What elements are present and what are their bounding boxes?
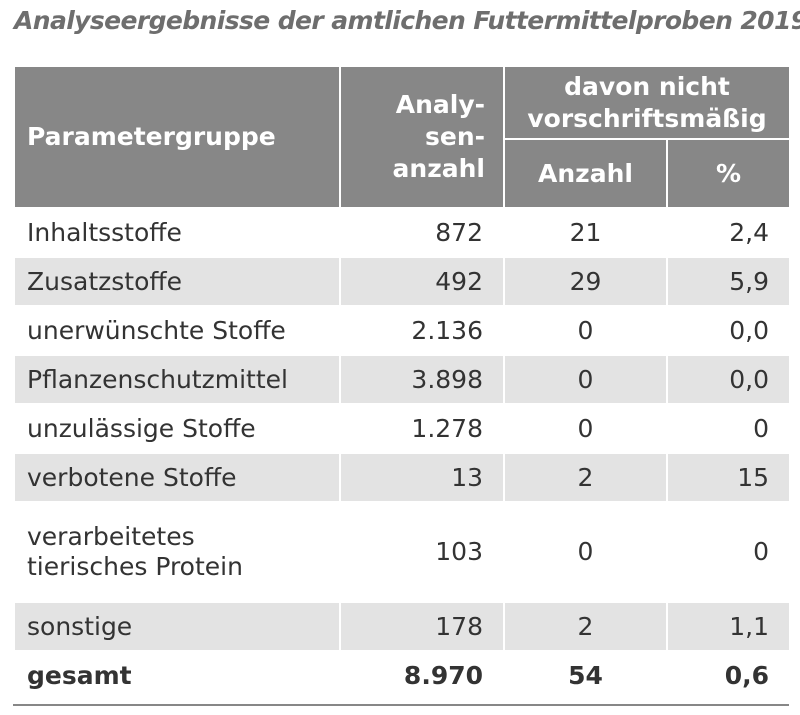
row-percent: 5,9 xyxy=(666,256,791,307)
table-row: Zusatzstoffe 492 29 5,9 xyxy=(13,256,791,307)
page-title: Analyseergebnisse der amtlichen Futtermi… xyxy=(14,6,800,35)
row-anzahl: 29 xyxy=(503,256,668,307)
total-anzahl: 54 xyxy=(503,650,668,701)
row-anzahl: 2 xyxy=(503,601,668,652)
total-name: gesamt xyxy=(13,650,341,701)
table-row: verbotene Stoffe 13 2 15 xyxy=(13,452,791,503)
header-analysen-line2: sen- xyxy=(424,122,485,151)
header-analysenanzahl: Analy- sen- anzahl xyxy=(339,65,505,209)
table-row: unerwünschte Stoffe 2.136 0 0,0 xyxy=(13,305,791,356)
header-percent: % xyxy=(666,138,791,209)
header-davon-line2: vorschriftsmäßig xyxy=(527,103,767,133)
row-percent: 1,1 xyxy=(666,601,791,652)
row-anzahl: 0 xyxy=(503,501,668,603)
row-percent: 0,0 xyxy=(666,305,791,356)
table-row: sonstige 178 2 1,1 xyxy=(13,601,791,652)
table-bottom-rule xyxy=(13,704,789,706)
row-analysen: 492 xyxy=(339,256,505,307)
row-name: verarbeitetes tierisches Protein xyxy=(13,501,341,603)
header-davon-line1: davon nicht xyxy=(564,71,730,101)
total-analysen: 8.970 xyxy=(339,650,505,701)
row-name: Pflanzenschutzmittel xyxy=(13,354,341,405)
row-percent: 15 xyxy=(666,452,791,503)
row-analysen: 2.136 xyxy=(339,305,505,356)
header-analysen-line1: Analy- xyxy=(395,90,485,119)
row-percent: 0 xyxy=(666,501,791,603)
header-davon-nicht-vorschriftsmaessig: davon nicht vorschriftsmäßig xyxy=(503,64,791,141)
row-anzahl: 2 xyxy=(503,452,668,503)
row-anzahl: 0 xyxy=(503,403,668,454)
total-percent: 0,6 xyxy=(666,650,791,701)
row-analysen: 872 xyxy=(339,208,505,258)
row-anzahl: 21 xyxy=(503,208,668,258)
row-analysen: 3.898 xyxy=(339,354,505,405)
row-percent: 0 xyxy=(666,403,791,454)
row-analysen: 178 xyxy=(339,601,505,652)
row-percent: 2,4 xyxy=(666,208,791,258)
row-name-line2: tierisches Protein xyxy=(27,552,243,581)
results-table: Parametergruppe Analy- sen- anzahl davon… xyxy=(13,64,791,701)
header-anzahl: Anzahl xyxy=(503,138,668,209)
header-analysen-line3: anzahl xyxy=(392,154,485,183)
table-row: Pflanzenschutzmittel 3.898 0 0,0 xyxy=(13,354,791,405)
table-row: unzulässige Stoffe 1.278 0 0 xyxy=(13,403,791,454)
row-percent: 0,0 xyxy=(666,354,791,405)
row-name: sonstige xyxy=(13,601,341,652)
row-name-line1: verarbeitetes xyxy=(27,522,195,551)
table-row: Inhaltsstoffe 872 21 2,4 xyxy=(13,208,791,258)
row-anzahl: 0 xyxy=(503,305,668,356)
row-analysen: 1.278 xyxy=(339,403,505,454)
row-analysen: 13 xyxy=(339,452,505,503)
row-name: verbotene Stoffe xyxy=(13,452,341,503)
row-name: unerwünschte Stoffe xyxy=(13,305,341,356)
row-name: unzulässige Stoffe xyxy=(13,403,341,454)
table-row: verarbeitetes tierisches Protein 103 0 0 xyxy=(13,501,791,603)
row-anzahl: 0 xyxy=(503,354,668,405)
row-analysen: 103 xyxy=(339,501,505,603)
row-name: Inhaltsstoffe xyxy=(13,208,341,258)
row-name: Zusatzstoffe xyxy=(13,256,341,307)
total-row: gesamt 8.970 54 0,6 xyxy=(13,650,791,701)
header-parametergruppe: Parametergruppe xyxy=(13,65,341,209)
